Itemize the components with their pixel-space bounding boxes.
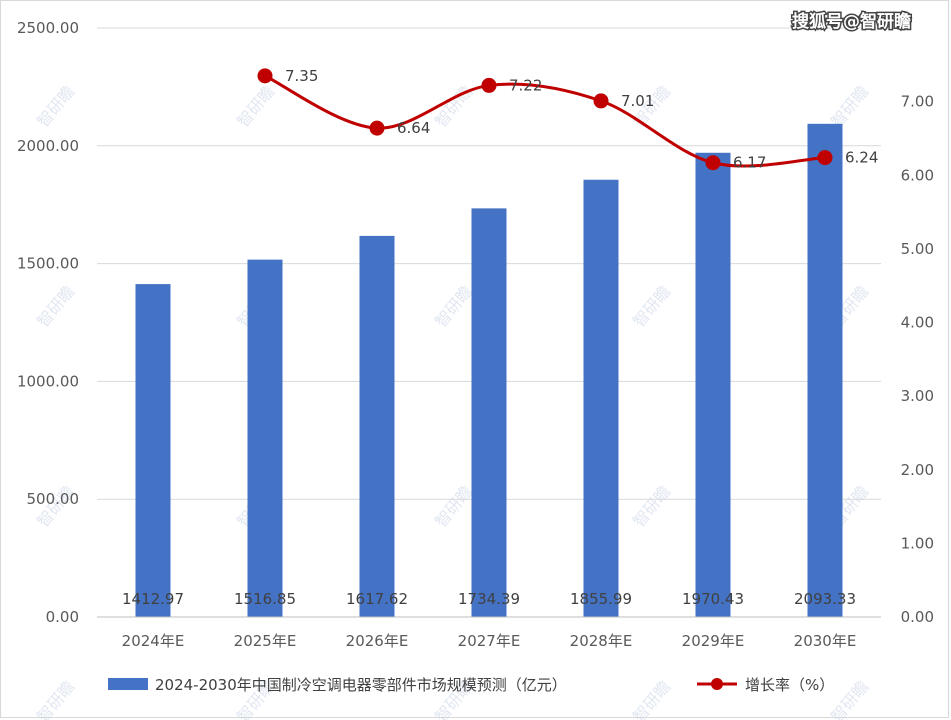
bars: 1412.97 1516.85 1617.62 1734.39 1855.99 1970.… bbox=[122, 123, 856, 617]
bar bbox=[359, 235, 395, 617]
x-tick-label: 2025年E bbox=[234, 632, 297, 650]
y-left-tick-label: 1500.00 bbox=[17, 255, 79, 273]
legend-bar-swatch bbox=[108, 678, 148, 690]
y-right-tick-label: 4.00 bbox=[901, 314, 934, 332]
x-tick-label: 2029年E bbox=[682, 632, 745, 650]
watermark-text: 智研瞻 bbox=[233, 82, 278, 131]
watermark-text: 智研瞻 bbox=[33, 282, 78, 331]
bar-value-label: 2093.33 bbox=[794, 590, 856, 608]
x-tick-label: 2027年E bbox=[458, 632, 521, 650]
y-left-tick-label: 500.00 bbox=[27, 490, 80, 508]
legend-line-label: 增长率（%） bbox=[745, 676, 834, 694]
watermark-text: 智研瞻 bbox=[33, 677, 78, 720]
legend-line-marker bbox=[711, 678, 723, 690]
watermark-text: 智研瞻 bbox=[629, 677, 674, 720]
growth-point bbox=[593, 93, 609, 109]
y-left-tick-label: 2000.00 bbox=[17, 137, 79, 155]
y-right-tick-label: 3.00 bbox=[901, 387, 934, 405]
growth-point bbox=[481, 77, 497, 93]
growth-value-label: 7.01 bbox=[621, 92, 654, 110]
bar-value-label: 1734.39 bbox=[458, 590, 520, 608]
legend: 2024-2030年中国制冷空调电器零部件市场规模预测（亿元） 增长率（%） bbox=[108, 676, 834, 694]
y-right-tick-label: 1.00 bbox=[901, 534, 934, 552]
growth-point bbox=[705, 155, 721, 171]
growth-point bbox=[817, 150, 833, 166]
y-left-tick-label: 0.00 bbox=[46, 608, 79, 626]
legend-bar-label: 2024-2030年中国制冷空调电器零部件市场规模预测（亿元） bbox=[155, 676, 567, 694]
y-left-tick-label: 1000.00 bbox=[17, 372, 79, 390]
watermark-text: 智研瞻 bbox=[33, 82, 78, 131]
y-left-tick-label: 2500.00 bbox=[17, 19, 79, 37]
y-right-tick-label: 0.00 bbox=[901, 608, 934, 626]
bar bbox=[583, 179, 619, 617]
y-right-tick-label: 2.00 bbox=[901, 461, 934, 479]
growth-line: 7.35 6.64 7.22 7.01 6.17 6.24 bbox=[257, 67, 878, 172]
bar bbox=[135, 284, 171, 617]
bar-value-label: 1617.62 bbox=[346, 590, 408, 608]
x-tick-label: 2030年E bbox=[794, 632, 857, 650]
watermark-text: 智研瞻 bbox=[827, 82, 872, 131]
bar-value-label: 1516.85 bbox=[234, 590, 296, 608]
bar-value-label: 1412.97 bbox=[122, 590, 184, 608]
y-right-tick-label: 6.00 bbox=[901, 166, 934, 184]
x-tick-label: 2026年E bbox=[346, 632, 409, 650]
growth-value-label: 6.24 bbox=[845, 149, 878, 167]
bar bbox=[695, 152, 731, 617]
watermark-text: 智研瞻 bbox=[629, 482, 674, 531]
growth-value-label: 7.22 bbox=[509, 76, 542, 94]
watermark-text: 智研瞻 bbox=[629, 282, 674, 331]
bar bbox=[471, 208, 507, 617]
growth-point bbox=[257, 68, 273, 84]
bar-value-label: 1970.43 bbox=[682, 590, 744, 608]
x-tick-label: 2024年E bbox=[122, 632, 185, 650]
y-right-tick-label: 5.00 bbox=[901, 240, 934, 258]
axes: 0.00 500.00 1000.00 1500.00 2000.00 2500.00 0.… bbox=[17, 19, 934, 650]
growth-value-label: 7.35 bbox=[285, 67, 318, 85]
watermark-text: 智研瞻 bbox=[431, 482, 476, 531]
growth-value-label: 6.17 bbox=[733, 154, 766, 172]
bar-value-label: 1855.99 bbox=[570, 590, 632, 608]
growth-line-path bbox=[264, 74, 826, 168]
growth-value-label: 6.64 bbox=[397, 119, 430, 137]
brand-text: 搜狐号@智研瞻 bbox=[792, 11, 911, 32]
y-right-tick-label: 7.00 bbox=[901, 93, 934, 111]
brand-badge: 搜狐号@智研瞻 bbox=[791, 10, 913, 34]
growth-point bbox=[369, 120, 385, 136]
watermark-text: 智研瞻 bbox=[431, 282, 476, 331]
x-tick-label: 2028年E bbox=[570, 632, 633, 650]
bar bbox=[247, 259, 283, 617]
bar bbox=[807, 123, 843, 617]
